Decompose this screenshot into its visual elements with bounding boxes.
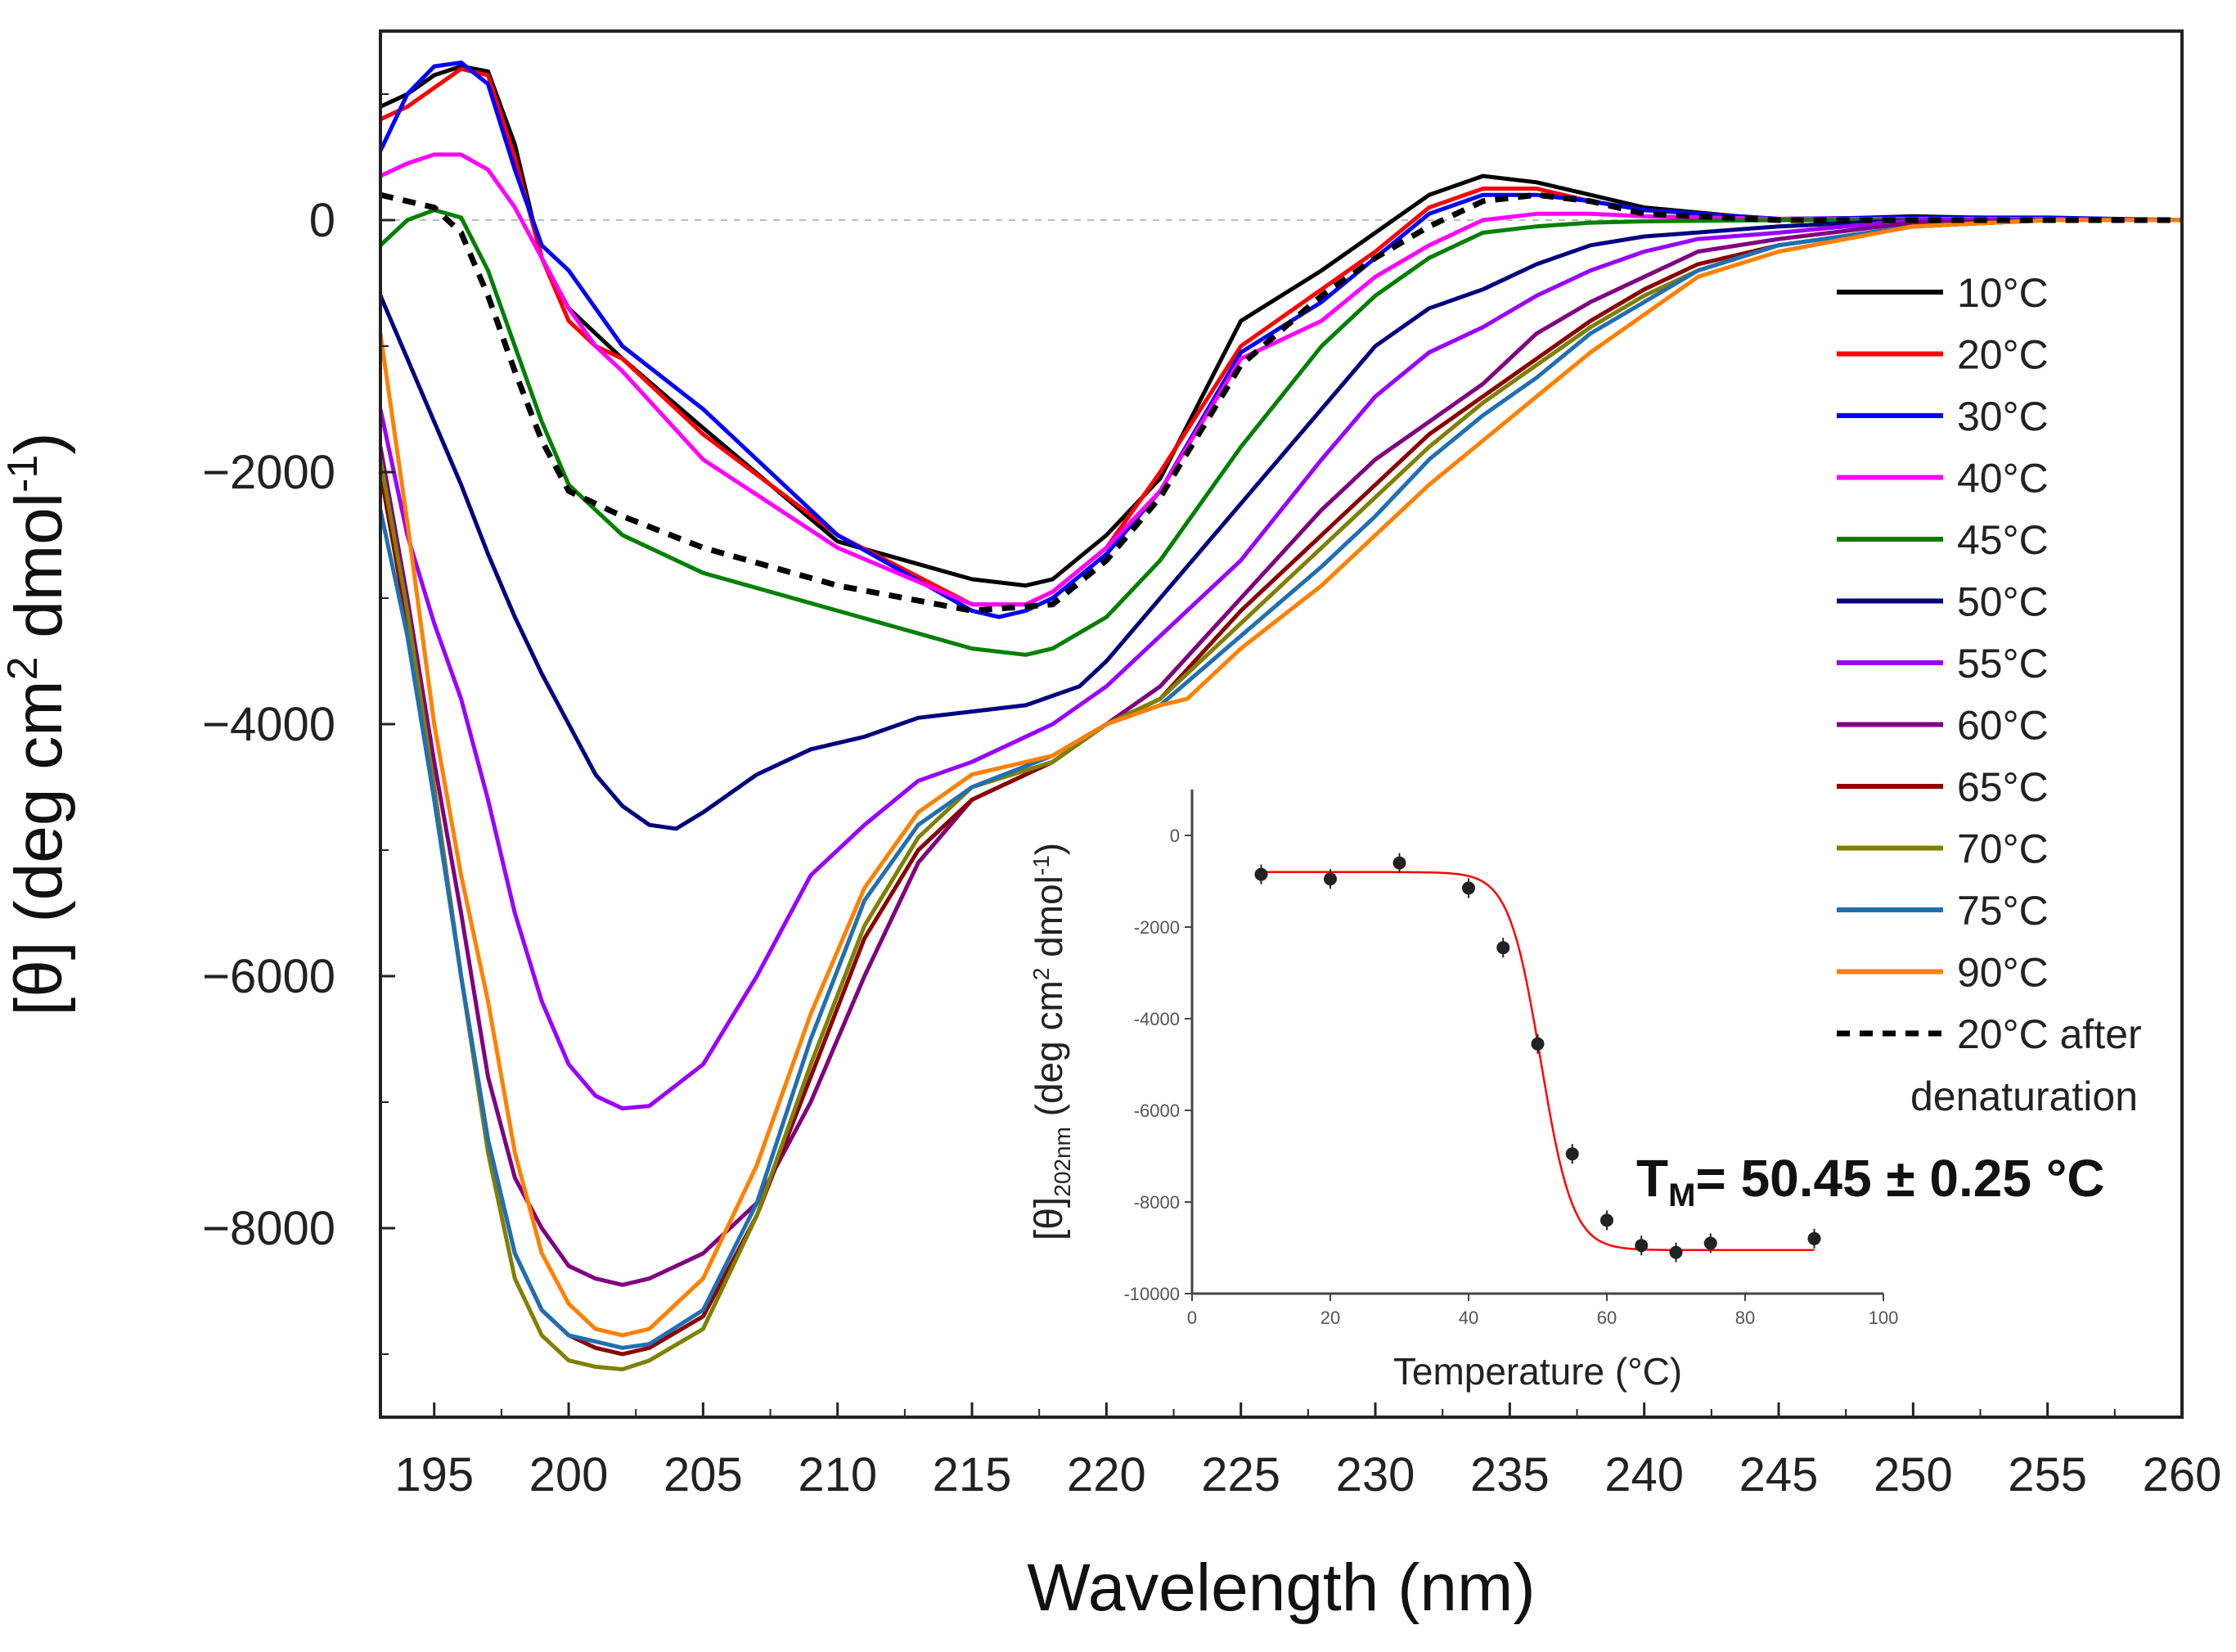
y-tick-label: −4000 bbox=[202, 698, 335, 751]
main-plot: 195 200 205 210 215 220 225 230 235 240 245 250 255 2… bbox=[0, 29, 2221, 1625]
series-line-50c bbox=[378, 218, 2182, 831]
x-axis-title: Wavelength (nm) bbox=[1027, 1551, 1535, 1625]
x-tick-label: 245 bbox=[1739, 1448, 1819, 1501]
inset-plot: 0 20 40 60 80 100 0 -2000 -4000 -6000 -8000 -10000… bbox=[1028, 790, 2105, 1393]
x-tick-label: 230 bbox=[1336, 1448, 1415, 1501]
legend-label-65c: 65°C bbox=[1957, 764, 2049, 810]
series-line-75c bbox=[378, 218, 2182, 1350]
legend-label-60c: 60°C bbox=[1957, 703, 2049, 749]
legend-label-70c: 70°C bbox=[1957, 826, 2049, 872]
x-tick-label: 205 bbox=[664, 1448, 743, 1501]
series-line-45c bbox=[379, 208, 2182, 657]
y-tick-label: −2000 bbox=[202, 446, 335, 499]
inset-y-tick-label: -10000 bbox=[1123, 1284, 1180, 1304]
y-tick-label: −6000 bbox=[202, 950, 335, 1003]
legend-label-50c: 50°C bbox=[1957, 579, 2049, 625]
inset-x-tick-label: 20 bbox=[1320, 1308, 1340, 1328]
inset-x-tick-label: 80 bbox=[1735, 1308, 1755, 1328]
legend-label-75c: 75°C bbox=[1957, 888, 2049, 934]
x-tick-label: 260 bbox=[2143, 1448, 2222, 1501]
inset-y-tick-label: 0 bbox=[1170, 826, 1180, 846]
x-tick-label: 215 bbox=[933, 1448, 1012, 1501]
legend-label-20c: 20°C bbox=[1957, 332, 2049, 378]
x-tick-label: 255 bbox=[2008, 1448, 2087, 1501]
inset-y-tick-label: -8000 bbox=[1134, 1192, 1180, 1213]
inset-x-tick-label: 100 bbox=[1869, 1308, 1899, 1328]
legend-label-90c: 90°C bbox=[1957, 950, 2049, 996]
series-line-10c bbox=[379, 64, 2183, 588]
legend-label-20c-after-denaturation: 20°C after bbox=[1957, 1011, 2142, 1057]
y-axis-ticks: 0 −2000 −4000 −6000 −8000 bbox=[202, 93, 395, 1355]
legend-label-20c-after-denaturation: denaturation bbox=[1910, 1074, 2138, 1119]
inset-x-tick-label: 40 bbox=[1459, 1308, 1478, 1328]
y-axis-title: [θ] (deg cm2 dmol-1) bbox=[0, 432, 76, 1015]
series-line-30c bbox=[378, 61, 2183, 619]
x-tick-label: 220 bbox=[1067, 1448, 1146, 1501]
legend-label-10c: 10°C bbox=[1957, 270, 2049, 316]
x-tick-label: 250 bbox=[1874, 1448, 1953, 1501]
y-tick-label: −8000 bbox=[202, 1202, 335, 1255]
inset-x-tick-label: 0 bbox=[1187, 1308, 1197, 1328]
x-tick-label: 200 bbox=[529, 1448, 609, 1501]
inset-y-axis-title: [θ]202nm (deg cm2 dmol-1) bbox=[1028, 843, 1075, 1240]
series-line-90c bbox=[378, 218, 2182, 1338]
legend-label-30c: 30°C bbox=[1957, 394, 2049, 439]
inset-y-tick-label: -6000 bbox=[1134, 1101, 1180, 1121]
legend: 10°C 20°C 30°C 40°C 45°C 50°C 55°C 60°C 65°C 70°C… bbox=[1837, 270, 2142, 1119]
legend-label-45c: 45°C bbox=[1957, 517, 2049, 563]
legend-label-55c: 55°C bbox=[1957, 641, 2049, 686]
x-axis-ticks: 195 200 205 210 215 220 225 230 235 240 245 250 255 2… bbox=[394, 1402, 2221, 1501]
inset-x-tick-label: 60 bbox=[1597, 1308, 1617, 1328]
main-series-group bbox=[378, 61, 2183, 1371]
x-tick-label: 235 bbox=[1470, 1448, 1550, 1501]
inset-series-group bbox=[1254, 853, 1821, 1263]
series-line-20c-after-denaturation bbox=[380, 191, 2182, 614]
tm-annotation: TM= 50.45 ± 0.25 °C bbox=[1636, 1149, 2105, 1213]
inset-y-tick-label: -2000 bbox=[1134, 917, 1180, 938]
x-tick-label: 225 bbox=[1201, 1448, 1280, 1501]
y-tick-label: 0 bbox=[309, 194, 335, 247]
x-tick-label: 210 bbox=[798, 1448, 877, 1501]
inset-x-axis-ticks: 0 20 40 60 80 100 bbox=[1187, 1294, 1898, 1328]
x-tick-label: 195 bbox=[394, 1448, 474, 1501]
inset-y-tick-label: -4000 bbox=[1134, 1009, 1180, 1029]
series-line-40c bbox=[379, 152, 2183, 607]
series-line-55c bbox=[378, 218, 2182, 1111]
inset-y-axis-ticks: 0 -2000 -4000 -6000 -8000 -10000 bbox=[1123, 826, 1192, 1304]
legend-label-40c: 40°C bbox=[1957, 456, 2049, 502]
x-tick-label: 240 bbox=[1604, 1448, 1684, 1501]
inset-x-axis-title: Temperature (°C) bbox=[1393, 1350, 1682, 1393]
